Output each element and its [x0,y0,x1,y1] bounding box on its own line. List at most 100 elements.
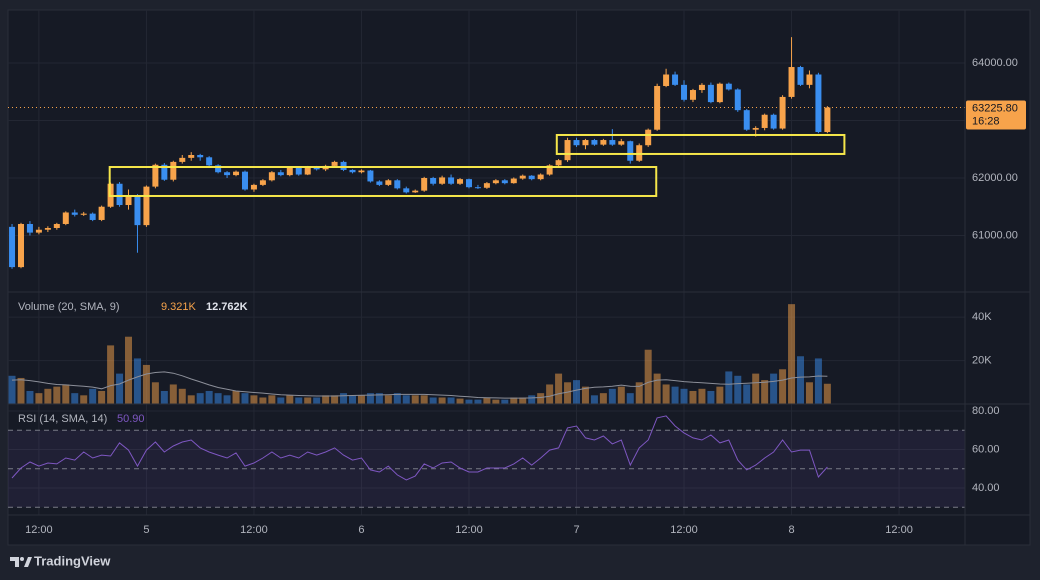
volume-bar [492,399,500,404]
volume-bar [805,382,813,404]
volume-bar [528,395,536,404]
volume-bar [331,395,339,404]
volume-bar [644,349,652,404]
candle-body [600,140,607,145]
volume-bar [375,393,383,404]
volume-bar [465,399,473,404]
candle-body [546,165,553,175]
candle-body [510,178,517,184]
candle-body [367,170,374,182]
volume-bar [357,395,365,404]
candle-body [421,177,428,191]
volume-bar [268,395,276,404]
volume-bar [205,390,213,404]
candle-body [734,89,741,111]
candle-body [143,186,150,226]
y-tick-label: 20K [972,354,992,366]
zone-box [555,133,846,155]
volume-bar [680,388,688,404]
volume-bar [698,388,706,404]
candle-body [313,167,320,170]
candle-body [26,223,33,233]
volume-bar [384,395,392,404]
candle-body [537,174,544,180]
volume-bar [483,397,491,404]
volume-bar [196,393,204,404]
y-tick-label: 64000.00 [972,57,1018,69]
volume-bar [366,393,374,404]
candle-body [457,179,464,184]
volume-bar [788,304,796,404]
rsi-line [11,415,828,481]
candle-body [179,157,186,162]
volume-bar [151,382,159,404]
x-tick-label: 12:00 [240,524,268,536]
candle-body [501,180,508,184]
y-tick-label: 60.00 [972,443,1000,455]
candle-body [806,74,813,85]
candle-body [385,180,392,185]
candle-body [250,184,257,190]
candle-body [591,140,598,145]
volume-bar [599,393,607,404]
candle-body [340,161,347,170]
volume-bar [438,397,446,404]
candle-body [224,172,231,176]
volume-bar [653,373,661,404]
y-tick-label: 61000.00 [972,229,1018,241]
y-tick-label: 62000.00 [972,172,1018,184]
last-price-tag [966,100,1026,130]
volume-bar [546,384,554,404]
x-tick-label: 12:00 [670,524,698,536]
volume-bar [743,384,751,404]
candle-body [277,172,284,176]
candle-body [788,67,795,97]
candle-body [564,140,571,161]
volume-bar [447,397,455,404]
volume-bar [26,390,34,404]
x-tick-label: 5 [143,524,149,536]
volume-bar [8,375,16,404]
candle-body [752,127,759,130]
candle-body [672,74,679,85]
volume-bar [241,393,249,404]
volume-sma-last: 12.762K [206,301,248,313]
candle-body [716,83,723,103]
candle-body [474,187,481,189]
candle-body [824,107,831,132]
candle-body [152,164,159,187]
volume-bar [107,345,115,404]
y-tick-label: 80.00 [972,405,1000,417]
volume-bar [519,397,527,404]
volume-bar [304,397,312,404]
candle-body [743,110,750,130]
volume-bar [689,390,697,404]
volume-bar [71,393,79,404]
candle-body [770,114,777,129]
volume-bar [779,369,787,404]
countdown: 16:28 [972,115,1000,127]
volume-bar [725,371,733,404]
candle-body [465,179,472,188]
candle-body [259,180,266,185]
candle-body [170,161,177,180]
candle-body [797,67,804,85]
candle-body [71,212,78,215]
candle-body [161,164,168,180]
volume-bar [259,397,267,404]
volume-bar [142,364,150,404]
x-tick-label: 8 [788,524,794,536]
candle-body [779,96,786,129]
volume-bar [349,395,357,404]
candle-body [295,167,302,175]
candle-body [627,141,634,161]
volume-bar [716,386,724,404]
candle-body [707,84,714,103]
volume-bar [761,380,769,404]
x-tick-label: 12:00 [885,524,913,536]
volume-bar [214,393,222,404]
volume-bar [17,377,25,404]
candle-body [698,84,705,91]
rsi-title: RSI (14, SMA, 14) [18,413,107,425]
